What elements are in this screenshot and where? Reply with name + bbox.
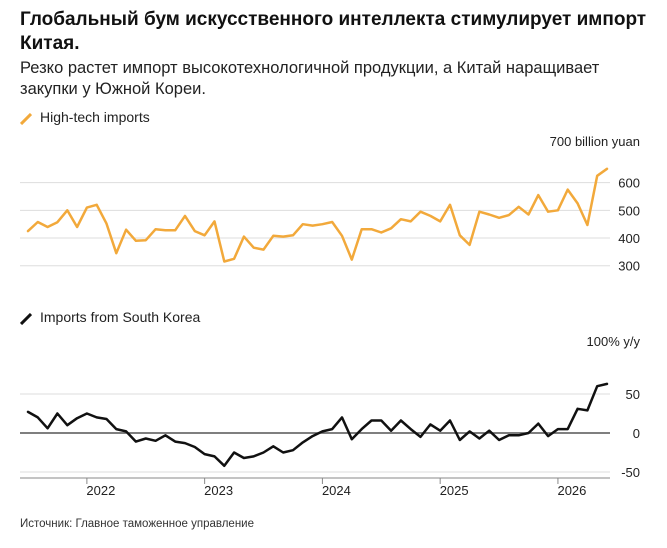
legend-korea-label: Imports from South Korea (40, 309, 201, 325)
hightech-ytick-label: 300 (618, 259, 640, 274)
hightech-series-line (26, 167, 609, 263)
korea-unit-label: 100% y/y (586, 334, 640, 349)
korea-ytick-label: 50 (626, 387, 640, 402)
legend-korea: Imports from South Korea (19, 308, 201, 326)
x-tick-label: 2025 (440, 483, 469, 498)
legend-hightech: High-tech imports (19, 108, 150, 126)
korea-ytick-label: 0 (633, 426, 640, 441)
x-tick-label: 2024 (322, 483, 351, 498)
korea-series-line (26, 382, 609, 468)
hightech-ytick-label: 400 (618, 231, 640, 246)
chart-title: Глобальный бум искусственного интеллекта… (20, 9, 647, 54)
legend-hightech-label: High-tech imports (40, 109, 150, 125)
hightech-ytick-label: 600 (618, 176, 640, 191)
hightech-unit-label: 700 billion yuan (549, 134, 640, 149)
x-tick-label: 2023 (204, 483, 233, 498)
korea-ytick-label: -50 (621, 465, 640, 480)
x-tick-label: 2026 (557, 483, 586, 498)
hightech-ytick-label: 500 (618, 203, 640, 218)
chart-subtitle: Резко растет импорт высокотехнологичной … (20, 59, 600, 98)
x-tick-label: 2022 (86, 483, 115, 498)
legend-korea-swatch (19, 311, 33, 326)
legend-hightech-swatch (19, 111, 33, 126)
source-note: Источник: Главное таможенное управление (20, 518, 254, 530)
